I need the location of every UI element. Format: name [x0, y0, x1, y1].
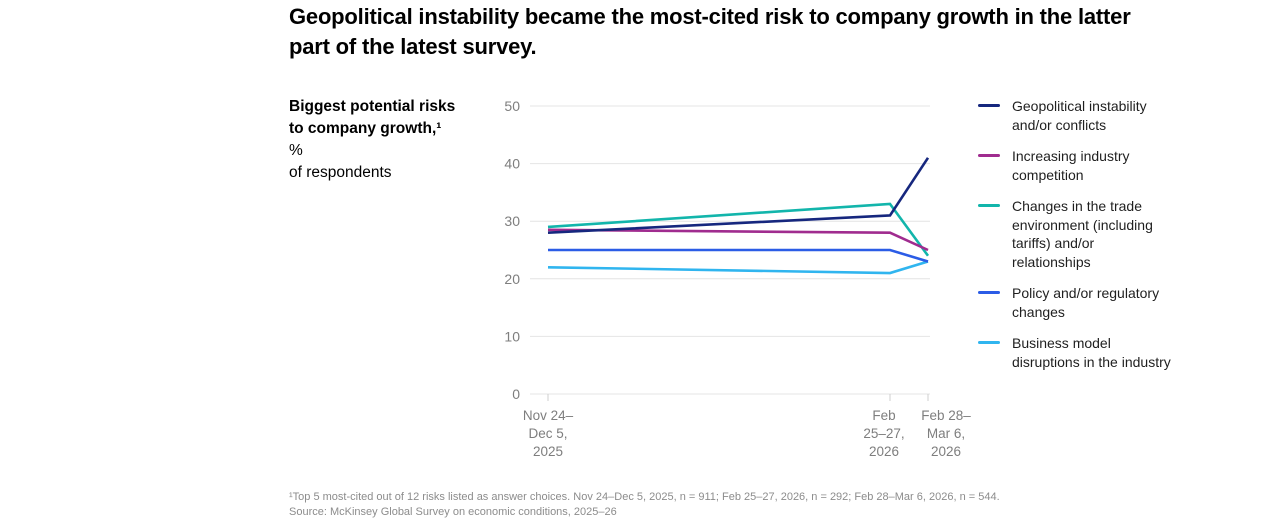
legend-label: Geopolitical instability and/or conflict…	[1012, 98, 1147, 133]
legend-swatch-line	[978, 154, 1000, 157]
series-line	[547, 228, 929, 252]
y-tick-label: 30	[504, 213, 520, 229]
legend-swatch-line	[978, 341, 1000, 344]
legend-item: Changes in the trade environment (includ…	[978, 197, 1178, 271]
legend-item: Policy and/or regulatory changes	[978, 284, 1178, 321]
y-axis-title: Biggest potential risks to company growt…	[289, 96, 457, 184]
y-tick-label: 40	[504, 156, 520, 172]
chart-title: Geopolitical instability became the most…	[289, 4, 1131, 59]
series-line	[547, 202, 930, 257]
legend-label: Increasing industry competition	[1012, 148, 1130, 183]
y-tick-label: 20	[504, 271, 520, 287]
series-line	[548, 248, 929, 263]
y-axis-title-unit: %	[289, 142, 303, 159]
footnote: ¹Top 5 most-cited out of 12 risks listed…	[289, 490, 1189, 520]
x-tick-label: Feb 25–27, 2026	[863, 408, 904, 459]
legend-label: Business model disruptions in the indust…	[1012, 335, 1171, 370]
legend-item: Business model disruptions in the indust…	[978, 334, 1178, 371]
legend-label: Changes in the trade environment (includ…	[1012, 198, 1153, 270]
legend-label: Policy and/or regulatory changes	[1012, 285, 1160, 320]
x-tick-label: Feb 28– Mar 6, 2026	[921, 408, 971, 459]
series-line	[547, 157, 930, 235]
legend-swatch-line	[978, 104, 1000, 107]
y-tick-label: 50	[504, 98, 520, 114]
chart-area: 0 10 20 30 40 50 Nov 24– Dec 5, 2025 Feb 25–27, 202…	[488, 95, 980, 477]
x-tick-label: Nov 24– Dec 5, 2025	[523, 408, 574, 459]
legend-swatch-line	[978, 204, 1000, 207]
footnote-note: ¹Top 5 most-cited out of 12 risks listed…	[289, 491, 1000, 503]
y-axis-title-bold: Biggest potential risks to company growt…	[289, 98, 456, 137]
y-tick-label: 10	[504, 328, 520, 344]
series-line	[547, 260, 929, 275]
y-axis-title-line2: of respondents	[289, 164, 392, 181]
line-chart: 0 10 20 30 40 50 Nov 24– Dec 5, 2025 Feb 25–27, 202…	[504, 98, 971, 459]
legend-item: Geopolitical instability and/or conflict…	[978, 97, 1178, 134]
legend-item: Increasing industry competition	[978, 147, 1178, 184]
legend: Geopolitical instability and/or conflict…	[978, 97, 1178, 371]
legend-swatch-line	[978, 291, 1000, 294]
y-tick-label: 0	[512, 386, 520, 402]
footnote-source: Source: McKinsey Global Survey on econom…	[289, 506, 617, 518]
